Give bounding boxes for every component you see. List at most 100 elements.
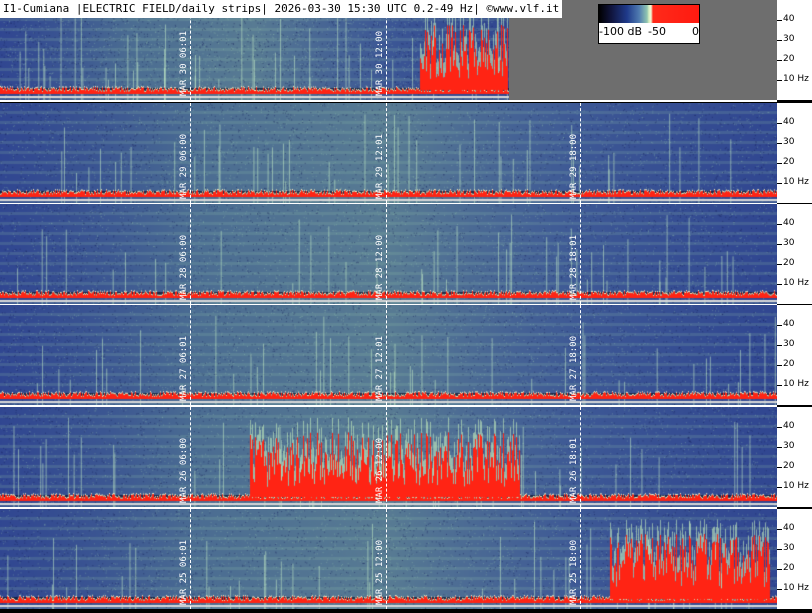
time-marker-line <box>580 407 581 507</box>
time-marker-line <box>580 509 581 609</box>
tick-mark <box>777 589 782 590</box>
tick-mark <box>777 365 782 366</box>
time-marker-label: MAR 28 18:01 <box>569 234 579 300</box>
time-marker-label: MAR 29 12:01 <box>375 133 385 199</box>
legend-min-label: -100 dB <box>599 25 642 38</box>
tick-mark <box>777 224 782 225</box>
time-marker-label: MAR 29 18:00 <box>569 133 579 199</box>
legend-mid-label: -50 <box>648 25 666 38</box>
time-marker-line <box>386 0 387 100</box>
strip-mar29: MAR 29 06:00 MAR 29 12:01 MAR 29 18:00 <box>0 103 777 203</box>
tick-label: 30 <box>783 137 795 147</box>
frequency-axis-mar30: 40 30 20 10 Hz <box>777 0 812 100</box>
tick-mark <box>777 284 782 285</box>
tick-label: 40 <box>783 218 795 228</box>
strip-separator <box>0 100 777 102</box>
tick-label: 10 Hz <box>783 177 809 187</box>
frequency-axis-mar29: 40 30 20 10 Hz <box>777 103 812 203</box>
tick-mark <box>777 183 782 184</box>
tick-label: 20 <box>783 461 795 471</box>
frequency-axis-mar27: 40 30 20 10 Hz <box>777 305 812 405</box>
time-marker-line <box>580 305 581 405</box>
tick-mark <box>777 345 782 346</box>
time-marker-line <box>386 509 387 609</box>
tick-mark <box>777 325 782 326</box>
tick-mark <box>777 427 782 428</box>
time-marker-label: MAR 30 06:01 <box>179 30 189 96</box>
tick-mark <box>777 244 782 245</box>
time-marker-line <box>190 204 191 304</box>
tick-mark <box>777 264 782 265</box>
time-marker-label: MAR 27 06:01 <box>179 335 189 401</box>
frequency-axis-mar28: 40 30 20 10 Hz <box>777 204 812 304</box>
legend-max-label: 0 <box>692 25 699 38</box>
time-marker-line <box>190 0 191 100</box>
time-marker-label: MAR 25 06:01 <box>179 539 189 605</box>
time-marker-line <box>386 407 387 507</box>
time-marker-label: MAR 25 18:00 <box>569 539 579 605</box>
tick-mark <box>777 123 782 124</box>
tick-mark <box>777 529 782 530</box>
time-marker-line <box>190 103 191 203</box>
tick-mark <box>777 143 782 144</box>
tick-label: 20 <box>783 157 795 167</box>
page-title: I1-Cumiana |ELECTRIC FIELD/daily strips|… <box>0 0 563 18</box>
time-marker-line <box>190 305 191 405</box>
color-scale-legend: -100 dB -50 0 <box>598 4 700 44</box>
tick-label: 10 Hz <box>783 379 809 389</box>
time-marker-label: MAR 30 12:00 <box>375 30 385 96</box>
time-marker-label: MAR 26 06:00 <box>179 437 189 503</box>
frequency-axis-mar25: 40 30 20 10 Hz <box>777 509 812 609</box>
tick-label: 40 <box>783 117 795 127</box>
tick-label: 10 Hz <box>783 583 809 593</box>
strip-mar25: MAR 25 06:01 MAR 25 12:00 MAR 25 18:00 <box>0 509 777 609</box>
time-marker-label: MAR 28 12:00 <box>375 234 385 300</box>
tick-mark <box>777 20 782 21</box>
spectrogram-mar29 <box>0 103 777 203</box>
tick-label: 20 <box>783 359 795 369</box>
tick-mark <box>777 163 782 164</box>
tick-mark <box>777 60 782 61</box>
tick-label: 30 <box>783 441 795 451</box>
spectrogram-mar26 <box>0 407 777 507</box>
tick-label: 30 <box>783 238 795 248</box>
tick-label: 20 <box>783 258 795 268</box>
time-marker-label: MAR 27 18:00 <box>569 335 579 401</box>
tick-label: 10 Hz <box>783 74 809 84</box>
spectrogram-mar28 <box>0 204 777 304</box>
tick-mark <box>777 569 782 570</box>
tick-label: 10 Hz <box>783 481 809 491</box>
time-marker-label: MAR 29 06:00 <box>179 133 189 199</box>
time-marker-line <box>386 103 387 203</box>
time-marker-line <box>190 509 191 609</box>
time-marker-line <box>386 305 387 405</box>
frequency-axis-mar26: 40 30 20 10 Hz <box>777 407 812 507</box>
tick-label: 10 Hz <box>783 278 809 288</box>
color-scale-bar <box>599 5 699 23</box>
tick-mark <box>777 80 782 81</box>
tick-mark <box>777 385 782 386</box>
tick-label: 30 <box>783 34 795 44</box>
spectrogram-mar27 <box>0 305 777 405</box>
spectrogram-mar25 <box>0 509 777 609</box>
tick-mark <box>777 467 782 468</box>
time-marker-label: MAR 27 12:01 <box>375 335 385 401</box>
tick-mark <box>777 549 782 550</box>
strip-separator <box>0 507 777 509</box>
tick-label: 40 <box>783 421 795 431</box>
strip-mar26: MAR 26 06:00 MAR 26 12:00 MAR 26 18:01 <box>0 407 777 507</box>
tick-label: 30 <box>783 543 795 553</box>
tick-label: 30 <box>783 339 795 349</box>
strip-separator <box>0 405 777 407</box>
tick-label: 40 <box>783 319 795 329</box>
tick-label: 20 <box>783 563 795 573</box>
tick-label: 40 <box>783 523 795 533</box>
time-marker-line <box>580 204 581 304</box>
tick-mark <box>777 487 782 488</box>
time-marker-line <box>386 204 387 304</box>
tick-mark <box>777 40 782 41</box>
time-marker-label: MAR 25 12:00 <box>375 539 385 605</box>
time-marker-label: MAR 28 06:00 <box>179 234 189 300</box>
time-marker-label: MAR 26 18:01 <box>569 437 579 503</box>
